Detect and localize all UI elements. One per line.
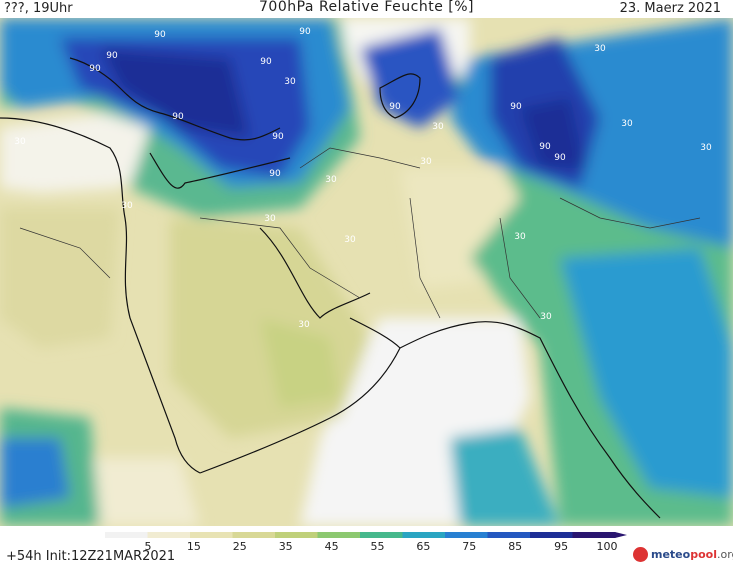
scale-label: 95 bbox=[554, 540, 568, 553]
contour-label: 30 bbox=[700, 143, 712, 153]
contour-label: 30 bbox=[420, 157, 432, 167]
contour-label: 90 bbox=[272, 132, 284, 142]
contour-label: 30 bbox=[344, 235, 356, 245]
forecast-time: ???, 19Uhr bbox=[4, 1, 73, 16]
scale-label: 85 bbox=[508, 540, 522, 553]
contour-label: 90 bbox=[154, 30, 166, 40]
model-run: +54h Init:12Z21MAR2021 bbox=[6, 549, 176, 564]
contour-label: 30 bbox=[594, 44, 606, 54]
contour-label: 90 bbox=[389, 102, 401, 112]
meteopool-logo[interactable]: meteopool.org bbox=[631, 544, 733, 566]
humidity-map: 90 90 90 90 90 90 90 90 90 90 90 90 30 3… bbox=[0, 18, 733, 526]
logo-icon bbox=[633, 547, 648, 562]
scale-block bbox=[402, 532, 446, 538]
contour-label: 90 bbox=[89, 64, 101, 74]
contour-label: 30 bbox=[540, 312, 552, 322]
contour-label: 30 bbox=[298, 320, 310, 330]
borders bbox=[19, 147, 701, 319]
contour-label: 30 bbox=[514, 232, 526, 242]
scale-block bbox=[572, 532, 616, 538]
scale-block bbox=[360, 532, 403, 538]
contour-label: 90 bbox=[269, 169, 281, 179]
scale-block bbox=[275, 532, 318, 538]
logo-name-b: pool bbox=[690, 548, 717, 561]
contour-label: 90 bbox=[106, 51, 118, 61]
scale-block bbox=[530, 532, 573, 538]
contour-label: 90 bbox=[172, 112, 184, 122]
map-title: 700hPa Relative Feuchte [%] bbox=[259, 0, 474, 15]
scale-label: 55 bbox=[371, 540, 385, 553]
scale-block bbox=[487, 532, 531, 538]
contour-label: 30 bbox=[432, 122, 444, 132]
coastlines bbox=[0, 57, 661, 519]
logo-name: meteo bbox=[651, 548, 691, 561]
scale-labels: 5 15 25 35 45 55 65 75 85 95 100 bbox=[145, 540, 618, 553]
contour-label: 90 bbox=[260, 57, 272, 67]
scale-block bbox=[317, 532, 361, 538]
contour-labels: 90 90 90 90 90 90 90 90 90 90 90 90 30 3… bbox=[14, 27, 712, 330]
scale-block bbox=[105, 532, 148, 538]
header: ???, 19Uhr 700hPa Relative Feuchte [%] 2… bbox=[0, 0, 733, 18]
contour-label: 90 bbox=[554, 153, 566, 163]
scale-label: 15 bbox=[187, 540, 201, 553]
contour-label: 90 bbox=[299, 27, 311, 37]
scale-label: 75 bbox=[462, 540, 476, 553]
scale-block bbox=[147, 532, 191, 538]
scale-arrow bbox=[615, 532, 627, 538]
contour-label: 30 bbox=[121, 201, 133, 211]
scale-blocks bbox=[105, 532, 627, 538]
contour-label: 30 bbox=[264, 214, 276, 224]
scale-label: 100 bbox=[597, 540, 618, 553]
contour-label: 30 bbox=[284, 77, 296, 87]
scale-block bbox=[445, 532, 488, 538]
scale-block bbox=[190, 532, 233, 538]
scale-label: 35 bbox=[279, 540, 293, 553]
contour-label: 30 bbox=[325, 175, 337, 185]
contour-label: 30 bbox=[621, 119, 633, 129]
contour-label: 90 bbox=[510, 102, 522, 112]
color-scale: 5 15 25 35 45 55 65 75 85 95 100 bbox=[105, 532, 627, 553]
scale-label: 45 bbox=[325, 540, 339, 553]
scale-block bbox=[232, 532, 276, 538]
logo-suffix: .org bbox=[716, 548, 733, 561]
scale-label: 5 bbox=[145, 540, 152, 553]
scale-label: 25 bbox=[233, 540, 247, 553]
humidity-field bbox=[0, 18, 733, 526]
scale-label: 65 bbox=[416, 540, 430, 553]
contour-label: 30 bbox=[14, 137, 26, 147]
contour-label: 90 bbox=[539, 142, 551, 152]
forecast-date: 23. Maerz 2021 bbox=[619, 1, 721, 16]
